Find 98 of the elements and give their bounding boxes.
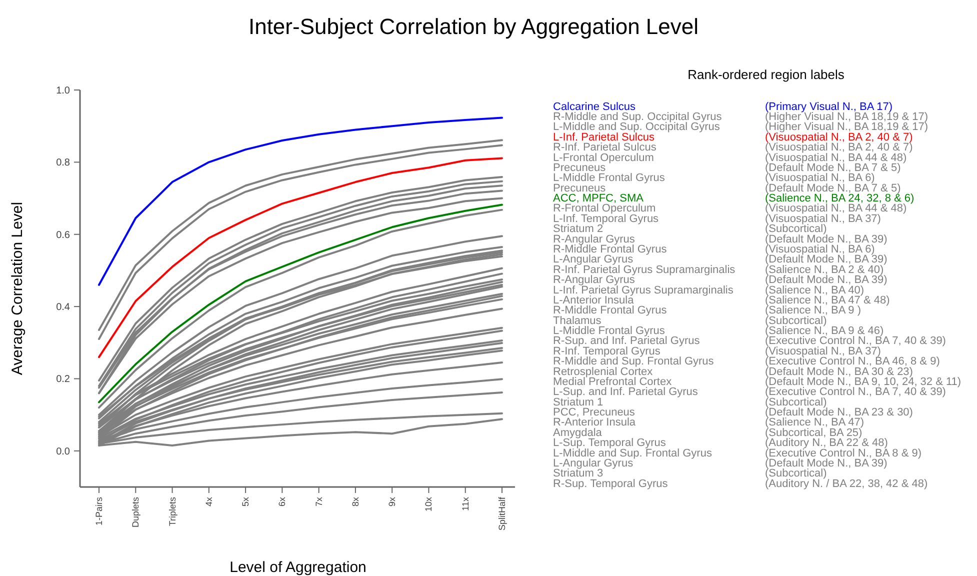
y-axis-title: Average Correlation Level <box>9 202 26 376</box>
text: R-Frontal Operculum <box>553 202 656 215</box>
text: (Visuospatial N., BA 37) <box>765 345 881 358</box>
text: R-Sup. Temporal Gyrus <box>553 478 668 490</box>
x-tick-label: 6x <box>277 496 288 507</box>
text: L-Inf. Parietal Gyrus Supramarginalis <box>553 284 734 296</box>
text: (Default Mode N., BA 39) <box>765 233 888 246</box>
text: R-Inf. Parietal Gyrus Supramarginalis <box>553 264 736 276</box>
text: L-Frontal Operculum <box>553 152 654 164</box>
text: (Subcortical) <box>765 468 827 480</box>
text: (Visuospatial N., BA 44 & 48) <box>765 202 907 215</box>
text: R-Sup. and Inf. Parietal Gyrus <box>553 335 700 348</box>
text: Striatum 3 <box>553 468 604 480</box>
x-tick-label: 9x <box>387 496 398 507</box>
x-tick-label: 5x <box>240 496 251 507</box>
text: (Salience N., BA 2 & 40) <box>765 264 884 276</box>
text: (Visuospatial N., BA 2, 40 & 7) <box>765 131 913 144</box>
text: (Subcortical) <box>765 223 827 236</box>
text: Calcarine Sulcus <box>553 100 636 113</box>
text: (Auditory N. / BA 22, 38, 42 & 48) <box>765 478 928 490</box>
text: (Executive Control N., BA 7, 40 & 39) <box>765 335 946 348</box>
text: Striatum 2 <box>553 223 604 236</box>
x-axis-title: Level of Aggregation <box>230 559 366 576</box>
text: (Default Mode N., BA 9, 10, 24, 32 & 11) <box>765 376 962 388</box>
x-tick-label: 7x <box>314 496 324 507</box>
text: R-Middle and Sup. Frontal Gyrus <box>553 356 714 368</box>
text: (Default Mode N., BA 39) <box>765 254 888 266</box>
text: Precuneus <box>553 182 606 194</box>
text: L-Middle Frontal Gyrus <box>553 325 666 338</box>
text: (Subcortical) <box>765 396 827 408</box>
legend-title: Rank-ordered region labels <box>688 67 845 82</box>
text: (Executive Control N., BA 46, 8 & 9) <box>765 356 940 368</box>
text: R-Angular Gyrus <box>553 233 636 246</box>
text: (Visuospatial N., BA 6) <box>765 244 875 256</box>
text: R-Inf. Parietal Sulcus <box>553 142 657 154</box>
text: (Higher Visual N., BA 18,19 & 17) <box>765 121 928 134</box>
text: Striatum 1 <box>553 396 604 408</box>
y-tick-label: 1.0 <box>56 86 70 96</box>
text: L-Sup. and Inf. Parietal Gyrus <box>553 386 698 398</box>
text: (Subcortical, BA 25) <box>765 426 862 439</box>
text: Retrosplenial Cortex <box>553 366 654 378</box>
text: R-Anterior Insula <box>553 416 636 429</box>
text: L-Middle Frontal Gyrus <box>553 172 666 184</box>
text: L-Anterior Insula <box>553 294 635 306</box>
text: (Visuospatial N., BA 37) <box>765 212 881 225</box>
x-tick-label: 11x <box>460 496 470 511</box>
text: L-Middle and Sup. Frontal Gyrus <box>553 447 712 460</box>
text: (Default Mode N., BA 23 & 30) <box>765 406 913 419</box>
text: Amygdala <box>553 426 603 439</box>
text: R-Inf. Temporal Gyrus <box>553 345 661 358</box>
text: (Salience N., BA 47) <box>765 416 864 429</box>
text: (Salience N., BA 47 & 48) <box>765 294 890 306</box>
text: R-Middle Frontal Gyrus <box>553 244 668 256</box>
text: R-Middle Frontal Gyrus <box>553 304 668 317</box>
text: (Auditory N., BA 22 & 48) <box>765 437 888 450</box>
text: (Default Mode N., BA 7 & 5) <box>765 182 901 194</box>
text: (Executive Control N., BA 8 & 9) <box>765 447 922 460</box>
text: (Higher Visual N., BA 18,19 & 17) <box>765 111 928 124</box>
x-tick-label: 1-Pairs <box>94 496 104 526</box>
y-tick-label: 0.8 <box>56 158 70 169</box>
text: ACC, MPFC, SMA <box>553 192 644 205</box>
text: PCC, Precuneus <box>553 406 636 419</box>
text: L-Sup. Temporal Gyrus <box>553 437 666 450</box>
text: (Visuospatial N., BA 44 & 48) <box>765 152 907 164</box>
text: (Default Mode N., BA 30 & 23) <box>765 366 913 378</box>
x-tick-label: Triplets <box>167 496 178 526</box>
chart-title: Inter-Subject Correlation by Aggregation Level <box>248 14 699 39</box>
text: R-Middle and Sup. Occipital Gyrus <box>553 111 722 124</box>
text: L-Angular Gyrus <box>553 254 634 266</box>
text: (Default Mode N., BA 7 & 5) <box>765 162 901 174</box>
y-tick-label: 0.0 <box>56 446 70 458</box>
text: (Salience N., BA 24, 32, 8 & 6) <box>765 192 914 205</box>
text: L-Inf. Temporal Gyrus <box>553 212 660 225</box>
text: Medial Prefrontal Cortex <box>553 376 672 388</box>
x-tick-label: SplitHalf <box>497 496 507 531</box>
text: (Executive Control N., BA 7, 40 & 39) <box>765 386 946 398</box>
text: L-Middle and Sup. Occipital Gyrus <box>553 121 720 134</box>
x-tick-label: Duplets <box>130 496 141 528</box>
x-tick-label: 8x <box>350 496 360 507</box>
text: L-Inf. Parietal Sulcus <box>553 131 655 144</box>
text: L-Angular Gyrus <box>553 457 634 470</box>
text: Thalamus <box>553 314 602 327</box>
y-tick-label: 0.4 <box>56 302 70 314</box>
text: (Salience N., BA 9 & 46) <box>765 325 884 338</box>
text: (Salience N., BA 40) <box>765 284 864 296</box>
text: (Primary Visual N., BA 17) <box>765 100 893 113</box>
text: Precuneus <box>553 162 606 174</box>
text: (Visuospatial N., BA 2, 40 & 7) <box>765 142 913 154</box>
text: (Subcortical) <box>765 314 827 327</box>
text: R-Angular Gyrus <box>553 274 636 286</box>
y-tick-label: 0.2 <box>56 374 70 386</box>
x-tick-label: 4x <box>204 496 214 507</box>
text: (Visuospatial N., BA 6) <box>765 172 875 184</box>
text: (Default Mode N., BA 39) <box>765 457 888 470</box>
y-tick-label: 0.6 <box>56 230 70 241</box>
text: (Salience N., BA 9 ) <box>765 304 861 317</box>
x-tick-label: 10x <box>424 496 434 512</box>
text: (Default Mode N., BA 39) <box>765 274 888 286</box>
